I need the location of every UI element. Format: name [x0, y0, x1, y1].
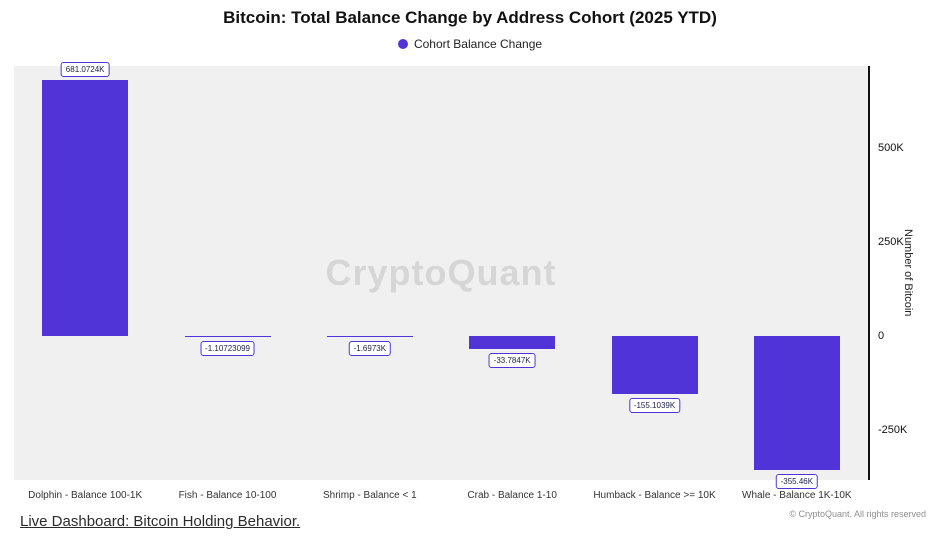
value-label-2: -1.6973K — [348, 340, 392, 356]
y-axis-label-wrap: Number of Bitcoin — [898, 66, 918, 480]
value-label-3: -33.7847K — [488, 352, 536, 368]
y-tick--250K: -250K — [878, 423, 908, 436]
x-label-5: Whale - Balance 1K-10K — [742, 490, 852, 501]
y-axis-line — [868, 66, 870, 480]
legend-item-cohort-balance-change[interactable]: Cohort Balance Change — [0, 37, 940, 51]
bar-1 — [184, 335, 271, 337]
plot-area: 681.0724K -1.10723099 -1.6973K -33.7847K -15… — [14, 61, 868, 489]
chart-title: Bitcoin: Total Balance Change by Address… — [223, 8, 717, 27]
y-tick-500K: 500K — [878, 141, 904, 154]
value-label-0: 681.0724K — [60, 61, 110, 77]
y-axis-label: Number of Bitcoin — [902, 229, 914, 317]
value-label-4: -155.1039K — [628, 398, 681, 414]
y-tick-250K: 250K — [878, 235, 904, 248]
bar-0 — [42, 79, 129, 336]
y-tick-0: 0 — [878, 329, 885, 342]
bar-2 — [326, 335, 413, 337]
x-label-1: Fish - Balance 10-100 — [178, 490, 277, 501]
value-label-1: -1.10723099 — [200, 340, 255, 356]
copyright-text: © CryptoQuant. All rights reserved — [789, 509, 926, 519]
x-label-3: Crab - Balance 1-10 — [467, 490, 557, 501]
bar-3 — [469, 335, 556, 349]
bar-5 — [753, 335, 840, 470]
x-axis-labels: Dolphin - Balance 100-1K Fish - Balance 1… — [14, 490, 868, 501]
x-label-0: Dolphin - Balance 100-1K — [28, 490, 143, 501]
live-dashboard-link[interactable]: Live Dashboard: Bitcoin Holding Behavior… — [20, 513, 301, 530]
bar-4 — [611, 335, 698, 395]
legend-dot-icon — [397, 39, 408, 49]
x-label-2: Shrimp - Balance < 1 — [322, 490, 417, 501]
x-label-4: Humback - Balance >= 10K — [593, 490, 716, 501]
legend-label: Cohort Balance Change — [413, 37, 543, 51]
value-label-5: -355.46K — [775, 473, 819, 489]
